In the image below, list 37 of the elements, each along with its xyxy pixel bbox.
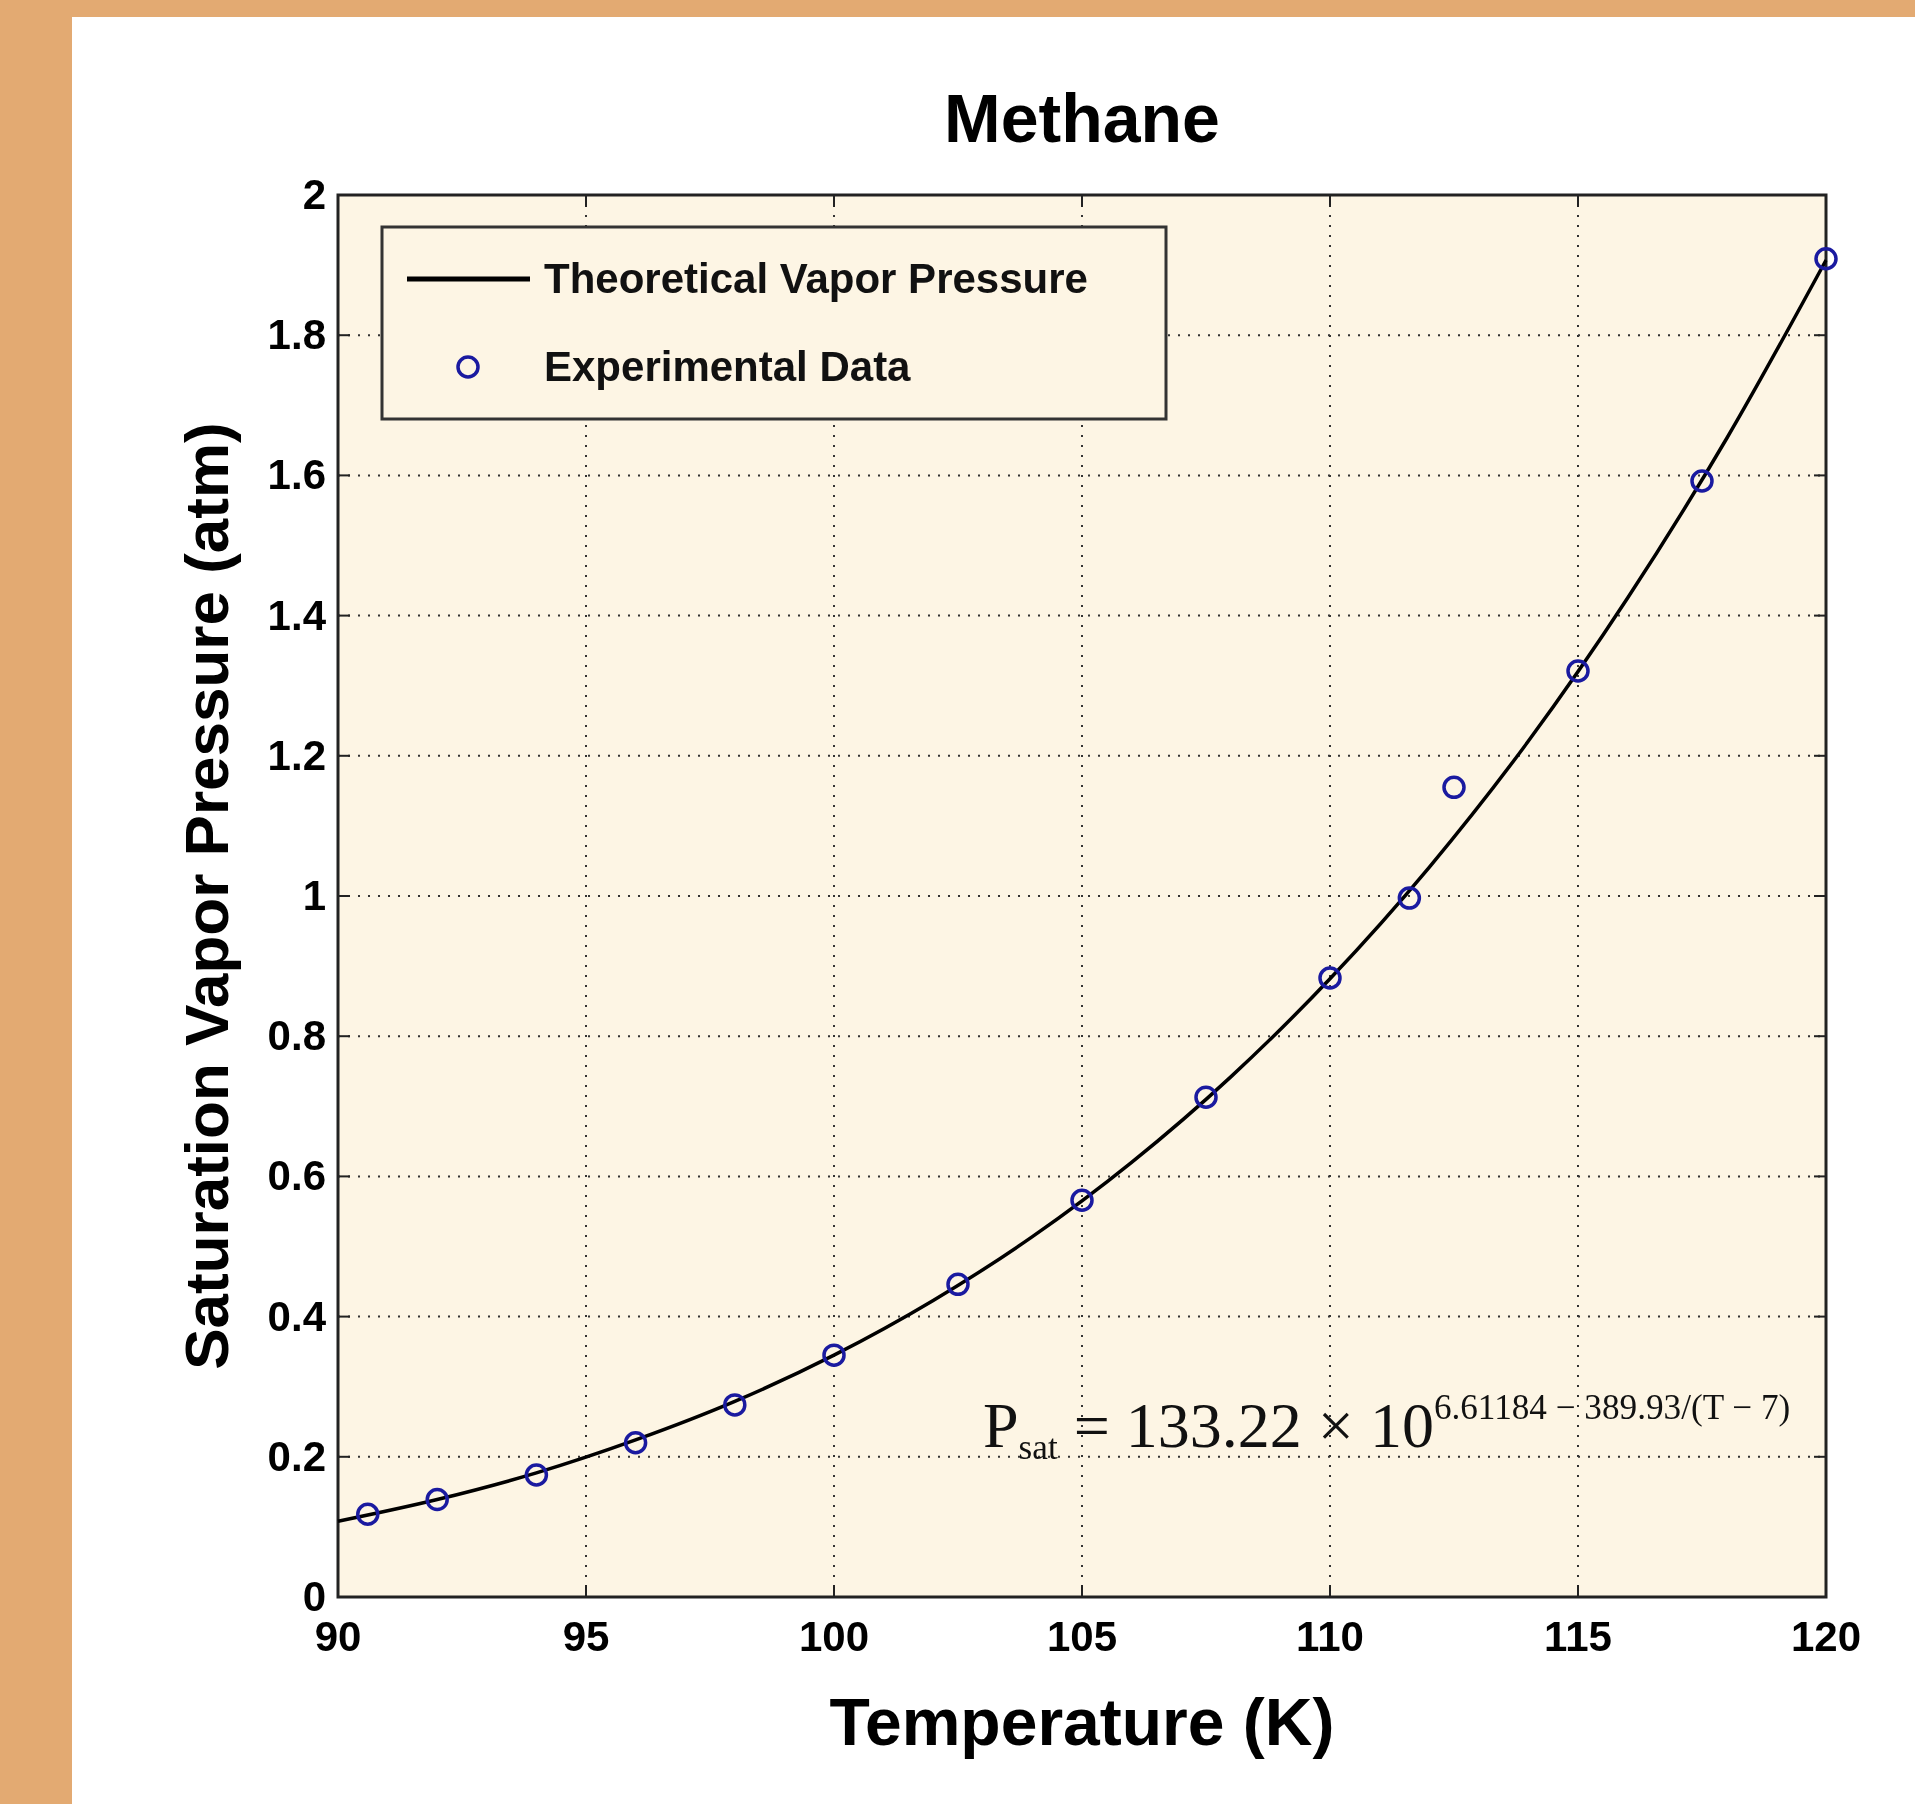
point xyxy=(356,1502,380,1527)
point xyxy=(623,1431,648,1455)
x-tick-label: 95 xyxy=(562,1613,610,1660)
y-tick-label: 1.2 xyxy=(267,731,326,779)
point xyxy=(946,1272,970,1297)
point xyxy=(1690,469,1714,493)
y-tick-label: 1.8 xyxy=(267,311,326,359)
x-tick-label: 105 xyxy=(1046,1613,1118,1660)
x-tick-label: 115 xyxy=(1544,1613,1612,1660)
legend-label: Experimental Data xyxy=(544,343,912,390)
x-tick-label: 100 xyxy=(798,1613,870,1660)
point xyxy=(425,1487,449,1512)
y-tick-label: 0.4 xyxy=(267,1292,327,1340)
y-tick-label: 0.8 xyxy=(267,1012,326,1060)
legend-label: Theoretical Vapor Pressure xyxy=(544,255,1088,302)
y-tick-label: 0.2 xyxy=(267,1432,326,1480)
point xyxy=(1194,1085,1218,1109)
point xyxy=(723,1393,747,1417)
point xyxy=(1442,775,1466,800)
y-tick-label: 1.6 xyxy=(267,451,326,499)
point xyxy=(524,1463,549,1487)
y-axis-title: Saturation Vapor Pressure (atm) xyxy=(172,422,241,1370)
point xyxy=(1318,966,1342,990)
chart-title: Methane xyxy=(944,80,1220,156)
y-tick-label: 1 xyxy=(302,872,326,919)
x-axis-title: Temperature (K) xyxy=(829,1685,1335,1759)
annotation: P$_{sat}$ = 133.22 × 10$^{6.61184 − 389.93/(T − 7)}$ xyxy=(983,1388,1791,1468)
y-tick-label: 1.4 xyxy=(267,591,327,639)
x-tick-label: 110 xyxy=(1296,1613,1364,1660)
point xyxy=(1070,1188,1094,1212)
point xyxy=(1814,247,1838,271)
point xyxy=(822,1343,846,1367)
point xyxy=(1397,886,1422,910)
point xyxy=(1566,659,1590,683)
y-tick-label: 0.6 xyxy=(267,1152,326,1200)
y-tick-label: 2 xyxy=(302,171,326,218)
x-tick-label: 120 xyxy=(1790,1613,1862,1660)
